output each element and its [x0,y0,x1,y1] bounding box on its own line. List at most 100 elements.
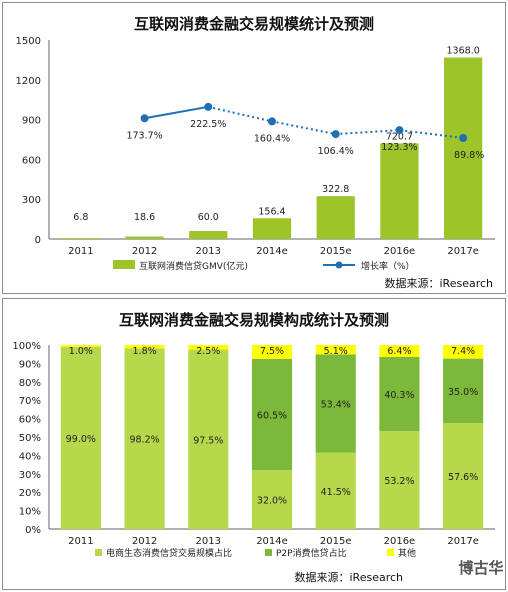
y-tick-label: 80% [19,378,41,389]
growth-point [459,134,468,142]
y-tick-label: 900 [22,116,41,127]
segment-value-label: 6.4% [387,346,411,357]
bar [125,236,164,239]
bar-value-label: 60.0 [198,212,219,223]
segment-value-label: 98.2% [129,435,159,446]
stack-segment [379,431,420,529]
stack-segment [124,345,165,349]
stack-segment [124,348,165,529]
legend-swatch [95,549,102,556]
segment-value-label: 32.0% [257,496,287,507]
source-note: 数据来源：iResearch [294,570,403,584]
stack-segment [379,345,420,357]
stack-segment [60,345,101,347]
stack-segment [315,354,356,453]
chart-title: 互联网消费金融交易规模统计及预测 [134,15,374,33]
x-tick-label: 2016e [384,536,416,547]
y-tick-label: 300 [22,195,41,206]
growth-line-solid [144,105,209,120]
legend-swatch [387,549,394,556]
growth-point [395,126,404,135]
legend-label: P2P消费信贷占比 [276,547,347,559]
bar-value-label: 1368.0 [447,46,480,57]
segment-value-label: 99.0% [66,434,96,445]
x-tick-label: 2014e [256,536,288,547]
x-tick-label: 2014e [256,246,288,257]
stack-segment [60,346,101,529]
segment-value-label: 41.5% [321,487,351,498]
bar-value-label: 720.7 [386,131,413,142]
x-tick-label: 2011 [68,536,93,547]
x-tick-label: 2017e [447,246,479,257]
source-note: 数据来源：iResearch [384,276,493,290]
segment-value-label: 57.6% [448,472,478,483]
stack-segment [443,345,484,359]
stack-segment [251,358,293,471]
composition-chart-panel: 互联网消费金融交易规模构成统计及预测 0% 10% 20% 30% 40% 50% 60% 70… [2,298,506,590]
growth-label: 173.7% [126,130,162,141]
y-tick-label: 100% [12,341,41,352]
legend-label: 其他 [398,547,416,559]
legend-swatch [265,549,272,556]
x-tick-label: 2013 [196,536,221,547]
gmv-chart: 互联网消费金融交易规模统计及预测 0 300 600 900 1200 1500 6.8 201… [16,15,495,290]
segment-value-label: 97.5% [193,435,223,446]
segment-value-label: 7.5% [260,346,284,357]
bar [316,196,355,239]
segment-value-label: 5.1% [324,346,348,357]
stack-segment [443,358,484,424]
y-tick-label: 0% [25,525,41,536]
stack-segment [188,349,229,529]
stack-segment [315,345,356,355]
x-tick-label: 2012 [132,536,157,547]
bar-value-label: 156.4 [258,206,285,217]
growth-label: 123.3% [381,142,417,153]
gmv-chart-panel: 互联网消费金融交易规模统计及预测 0 300 600 900 1200 1500 6.8 201… [2,2,506,294]
segment-value-label: 40.3% [384,390,414,401]
segment-value-label: 60.5% [257,410,287,421]
stack-segment [251,345,293,359]
x-tick-label: 2011 [68,246,93,257]
growth-label: 160.4% [254,133,290,144]
y-tick-label: 1500 [16,36,41,47]
x-tick-label: 2015e [320,536,352,547]
y-tick-label: 1200 [16,76,41,87]
y-tick-label: 10% [19,507,41,518]
segment-value-label: 1.8% [133,346,157,357]
legend-marker-growth [335,261,343,269]
chart-title: 互联网消费金融交易规模构成统计及预测 [119,311,389,329]
bar [252,218,292,239]
y-tick-label: 30% [19,470,41,481]
segment-value-label: 1.0% [69,346,93,357]
y-tick-label: 50% [19,433,41,444]
growth-point [331,130,340,139]
bar [380,143,419,239]
segment-value-label: 53.4% [321,400,351,411]
composition-chart: 互联网消费金融交易规模构成统计及预测 0% 10% 20% 30% 40% 50% 60% 70… [12,311,503,584]
stack-segment [443,423,484,529]
segment-value-label: 35.0% [448,387,478,398]
stack-segment [251,470,293,529]
growth-label: 222.5% [190,119,226,130]
bar [61,238,100,239]
stack-segment [315,452,356,529]
legend-label-growth: 增长率（%） [361,260,415,272]
growth-point [140,114,149,123]
legend-swatch-gmv [113,260,135,269]
y-tick-label: 600 [22,155,41,166]
segment-value-label: 2.5% [196,346,220,357]
growth-point [204,102,213,111]
growth-point [268,117,276,126]
bar-value-label: 322.8 [322,184,349,195]
stack-segment [188,345,229,350]
stack-segment [379,356,420,432]
y-tick-label: 40% [19,451,41,462]
x-tick-label: 2016e [384,246,416,257]
growth-label: 106.4% [318,146,354,157]
segment-value-label: 53.2% [384,476,414,487]
watermark-text: 博古华 [458,559,503,577]
x-tick-label: 2017e [447,536,479,547]
y-tick-label: 20% [19,488,41,499]
legend-label: 电商生态消费信贷交易规模占比 [106,547,232,559]
y-tick-label: 90% [19,359,41,370]
